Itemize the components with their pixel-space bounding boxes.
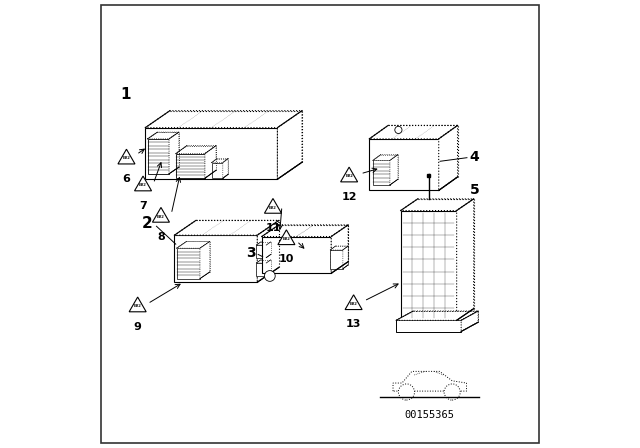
Polygon shape <box>177 241 210 248</box>
Polygon shape <box>278 111 302 179</box>
Polygon shape <box>223 159 228 178</box>
Polygon shape <box>266 260 271 276</box>
Text: EV2: EV2 <box>349 302 358 306</box>
Polygon shape <box>401 211 457 320</box>
Polygon shape <box>369 139 439 190</box>
Polygon shape <box>205 146 216 178</box>
Text: 5: 5 <box>470 183 479 198</box>
Text: 13: 13 <box>346 319 362 329</box>
Circle shape <box>395 126 402 134</box>
Polygon shape <box>340 167 358 182</box>
Text: 3: 3 <box>246 246 255 260</box>
Polygon shape <box>148 132 179 139</box>
Text: EV2: EV2 <box>157 215 165 219</box>
Polygon shape <box>174 235 257 282</box>
Text: 9: 9 <box>134 322 141 332</box>
Polygon shape <box>262 225 348 237</box>
Circle shape <box>398 384 415 400</box>
Text: 7: 7 <box>139 201 147 211</box>
Text: 10: 10 <box>278 254 294 264</box>
Polygon shape <box>257 260 271 263</box>
Polygon shape <box>278 230 295 245</box>
Polygon shape <box>134 176 152 191</box>
Polygon shape <box>266 242 271 258</box>
Text: EV2: EV2 <box>134 304 141 308</box>
Polygon shape <box>176 146 216 154</box>
Polygon shape <box>401 199 474 211</box>
Polygon shape <box>396 311 478 320</box>
Polygon shape <box>212 159 228 163</box>
Polygon shape <box>343 246 348 269</box>
Text: 00155365: 00155365 <box>404 410 455 420</box>
Polygon shape <box>369 125 458 139</box>
Polygon shape <box>345 295 362 310</box>
Circle shape <box>444 384 460 400</box>
Polygon shape <box>390 155 398 185</box>
Polygon shape <box>200 241 210 279</box>
Polygon shape <box>332 225 348 273</box>
Text: EV2: EV2 <box>269 206 277 210</box>
Text: 2: 2 <box>142 215 153 231</box>
Polygon shape <box>461 311 478 332</box>
Polygon shape <box>152 207 170 222</box>
Polygon shape <box>330 246 348 250</box>
Polygon shape <box>396 320 461 332</box>
Polygon shape <box>393 371 467 391</box>
Polygon shape <box>373 160 390 185</box>
Polygon shape <box>212 163 223 178</box>
Polygon shape <box>148 139 169 174</box>
Text: EV2: EV2 <box>345 174 353 178</box>
Circle shape <box>264 271 275 281</box>
Text: 6: 6 <box>122 174 131 184</box>
Polygon shape <box>169 132 179 174</box>
Polygon shape <box>264 198 282 213</box>
Text: 12: 12 <box>341 192 357 202</box>
Polygon shape <box>257 245 266 258</box>
Text: 1: 1 <box>120 86 131 102</box>
Polygon shape <box>373 155 398 160</box>
Polygon shape <box>129 297 146 312</box>
Text: 8: 8 <box>157 232 165 242</box>
Polygon shape <box>145 111 302 128</box>
Polygon shape <box>257 242 271 245</box>
Polygon shape <box>174 220 279 235</box>
Text: 4: 4 <box>470 150 479 164</box>
Bar <box>428 174 430 177</box>
Polygon shape <box>176 154 205 178</box>
Polygon shape <box>257 263 266 276</box>
Polygon shape <box>262 237 332 273</box>
Text: EV2: EV2 <box>282 237 291 241</box>
Polygon shape <box>177 248 200 279</box>
Polygon shape <box>118 149 135 164</box>
Text: 11: 11 <box>265 223 281 233</box>
Polygon shape <box>457 199 474 320</box>
Polygon shape <box>439 125 458 190</box>
Polygon shape <box>330 250 343 269</box>
Polygon shape <box>257 220 279 282</box>
Text: EV2: EV2 <box>122 156 131 160</box>
Polygon shape <box>145 128 278 179</box>
Text: EV2: EV2 <box>139 183 147 187</box>
